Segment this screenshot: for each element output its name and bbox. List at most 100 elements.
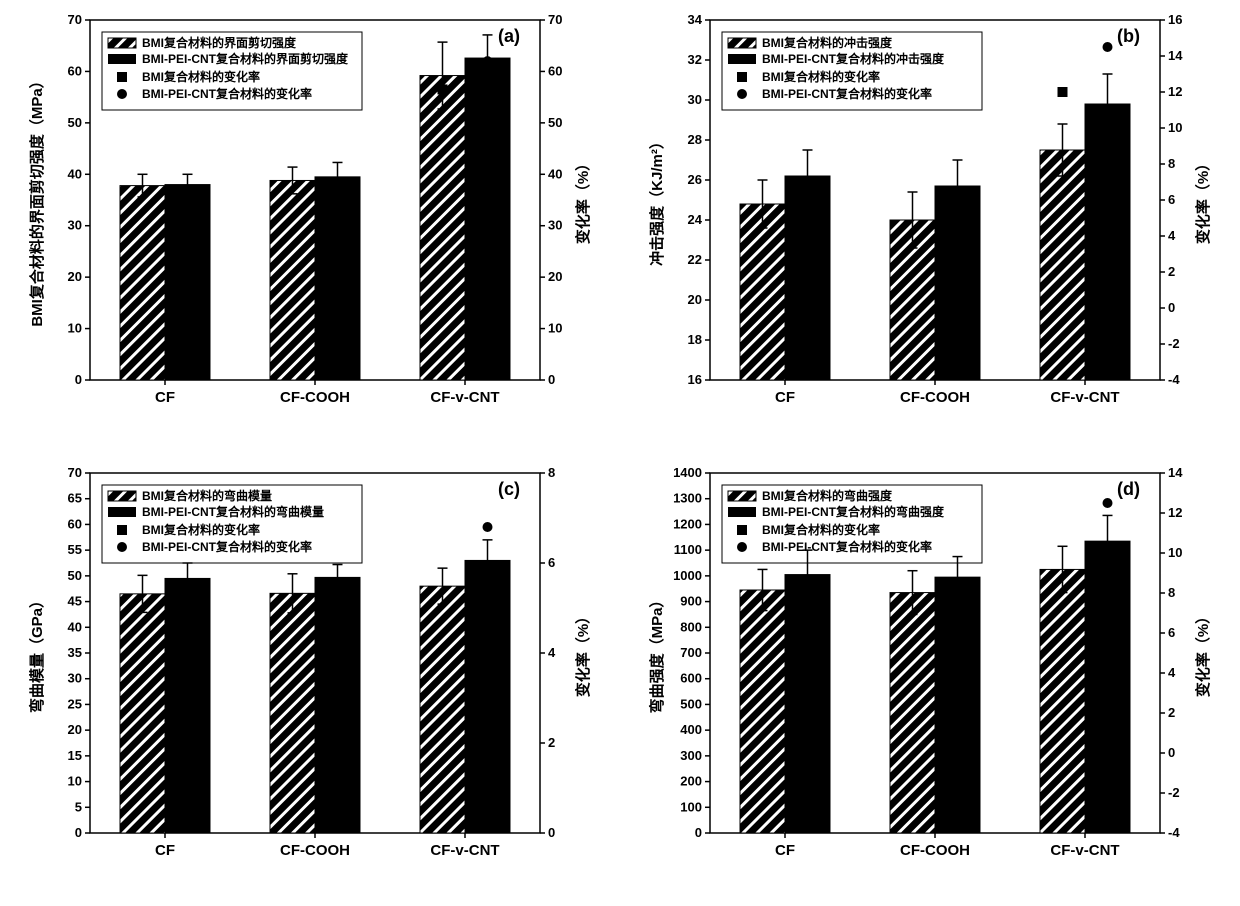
svg-text:1300: 1300	[673, 491, 702, 506]
svg-text:18: 18	[688, 332, 702, 347]
svg-text:CF-COOH: CF-COOH	[280, 842, 350, 859]
svg-text:变化率（%）: 变化率（%）	[574, 156, 592, 244]
svg-text:BMI复合材料的变化率: BMI复合材料的变化率	[762, 522, 880, 537]
svg-text:8: 8	[548, 465, 555, 480]
panel-a: 010203040506070010203040506070CFCF-COOHC…	[10, 10, 610, 443]
svg-text:4: 4	[548, 645, 556, 660]
svg-text:冲击强度（KJ/m²）: 冲击强度（KJ/m²）	[648, 134, 666, 266]
svg-text:-2: -2	[1168, 336, 1180, 351]
svg-text:600: 600	[680, 671, 702, 686]
svg-text:0: 0	[695, 825, 702, 840]
svg-text:0: 0	[75, 825, 82, 840]
svg-text:BMI复合材料的弯曲模量: BMI复合材料的弯曲模量	[142, 488, 272, 503]
svg-text:8: 8	[1168, 585, 1175, 600]
svg-text:26: 26	[688, 172, 702, 187]
svg-text:10: 10	[1168, 545, 1182, 560]
svg-text:CF: CF	[775, 842, 795, 859]
svg-text:-2: -2	[1168, 785, 1180, 800]
svg-text:10: 10	[68, 774, 82, 789]
svg-text:变化率（%）: 变化率（%）	[1194, 609, 1212, 697]
svg-text:30: 30	[548, 218, 562, 233]
svg-text:BMI-PEI-CNT复合材料的冲击强度: BMI-PEI-CNT复合材料的冲击强度	[762, 51, 945, 66]
svg-text:1400: 1400	[673, 465, 702, 480]
svg-text:0: 0	[548, 372, 555, 387]
svg-text:BMI-PEI-CNT复合材料的变化率: BMI-PEI-CNT复合材料的变化率	[142, 539, 312, 554]
svg-text:100: 100	[680, 799, 702, 814]
svg-text:BMI-PEI-CNT复合材料的界面剪切强度: BMI-PEI-CNT复合材料的界面剪切强度	[142, 51, 349, 66]
svg-text:1000: 1000	[673, 568, 702, 583]
svg-text:1100: 1100	[674, 542, 702, 557]
svg-text:30: 30	[68, 218, 82, 233]
svg-text:BMI复合材料的冲击强度: BMI复合材料的冲击强度	[762, 35, 893, 50]
svg-text:12: 12	[1168, 505, 1182, 520]
svg-text:BMI复合材料的弯曲强度: BMI复合材料的弯曲强度	[762, 488, 893, 503]
svg-text:60: 60	[548, 63, 562, 78]
svg-text:60: 60	[68, 516, 82, 531]
svg-text:50: 50	[68, 115, 82, 130]
svg-text:400: 400	[680, 722, 702, 737]
svg-text:30: 30	[688, 92, 702, 107]
svg-text:(d): (d)	[1117, 479, 1140, 499]
svg-text:16: 16	[1168, 12, 1182, 27]
svg-text:800: 800	[680, 619, 702, 634]
svg-text:20: 20	[68, 269, 82, 284]
svg-text:2: 2	[1168, 705, 1175, 720]
svg-text:CF-v-CNT: CF-v-CNT	[430, 842, 499, 859]
svg-text:35: 35	[68, 645, 82, 660]
figure-grid: 010203040506070010203040506070CFCF-COOHC…	[10, 10, 1230, 896]
svg-text:20: 20	[68, 722, 82, 737]
svg-text:15: 15	[68, 748, 82, 763]
svg-text:200: 200	[680, 774, 702, 789]
svg-text:-4: -4	[1168, 372, 1180, 387]
svg-text:BMI-PEI-CNT复合材料的变化率: BMI-PEI-CNT复合材料的变化率	[762, 86, 932, 101]
svg-text:2: 2	[548, 735, 555, 750]
panel-b: 16182022242628303234-4-20246810121416CFC…	[630, 10, 1230, 443]
svg-text:BMI-PEI-CNT复合材料的弯曲强度: BMI-PEI-CNT复合材料的弯曲强度	[762, 504, 945, 519]
svg-text:BMI复合材料的界面剪切强度（MPa）: BMI复合材料的界面剪切强度（MPa）	[28, 73, 46, 326]
svg-text:70: 70	[68, 12, 82, 27]
svg-text:8: 8	[1168, 156, 1175, 171]
svg-text:BMI-PEI-CNT复合材料的变化率: BMI-PEI-CNT复合材料的变化率	[762, 539, 932, 554]
svg-text:22: 22	[688, 252, 702, 267]
svg-text:40: 40	[548, 166, 562, 181]
svg-text:28: 28	[688, 132, 702, 147]
svg-text:6: 6	[548, 555, 555, 570]
svg-text:50: 50	[548, 115, 562, 130]
svg-text:0: 0	[75, 372, 82, 387]
svg-text:2: 2	[1168, 264, 1175, 279]
svg-text:10: 10	[548, 321, 562, 336]
svg-text:1200: 1200	[673, 516, 702, 531]
svg-text:12: 12	[1168, 84, 1182, 99]
svg-text:CF-v-CNT: CF-v-CNT	[1050, 842, 1119, 859]
svg-text:14: 14	[1168, 48, 1183, 63]
svg-text:34: 34	[688, 12, 703, 27]
svg-text:-4: -4	[1168, 825, 1180, 840]
svg-text:45: 45	[68, 594, 82, 609]
svg-text:CF-COOH: CF-COOH	[900, 842, 970, 859]
svg-text:CF-COOH: CF-COOH	[900, 389, 970, 406]
svg-text:0: 0	[1168, 300, 1175, 315]
svg-text:CF: CF	[775, 389, 795, 406]
svg-text:70: 70	[68, 465, 82, 480]
svg-text:(b): (b)	[1117, 26, 1140, 46]
svg-text:(a): (a)	[498, 26, 520, 46]
svg-text:0: 0	[548, 825, 555, 840]
svg-text:CF-v-CNT: CF-v-CNT	[1050, 389, 1119, 406]
svg-text:60: 60	[68, 63, 82, 78]
svg-text:10: 10	[1168, 120, 1182, 135]
svg-text:(c): (c)	[498, 479, 520, 499]
svg-text:40: 40	[68, 619, 82, 634]
svg-text:6: 6	[1168, 625, 1175, 640]
svg-text:14: 14	[1168, 465, 1183, 480]
svg-text:55: 55	[68, 542, 82, 557]
svg-text:4: 4	[1168, 228, 1176, 243]
svg-text:BMI复合材料的变化率: BMI复合材料的变化率	[762, 69, 880, 84]
svg-text:BMI-PEI-CNT复合材料的弯曲模量: BMI-PEI-CNT复合材料的弯曲模量	[142, 504, 324, 519]
svg-text:0: 0	[1168, 745, 1175, 760]
svg-text:CF-v-CNT: CF-v-CNT	[430, 389, 499, 406]
svg-text:BMI复合材料的变化率: BMI复合材料的变化率	[142, 69, 260, 84]
svg-text:BMI-PEI-CNT复合材料的变化率: BMI-PEI-CNT复合材料的变化率	[142, 86, 312, 101]
svg-text:变化率（%）: 变化率（%）	[574, 609, 592, 697]
svg-text:6: 6	[1168, 192, 1175, 207]
svg-text:弯曲强度（MPa）: 弯曲强度（MPa）	[648, 593, 666, 714]
